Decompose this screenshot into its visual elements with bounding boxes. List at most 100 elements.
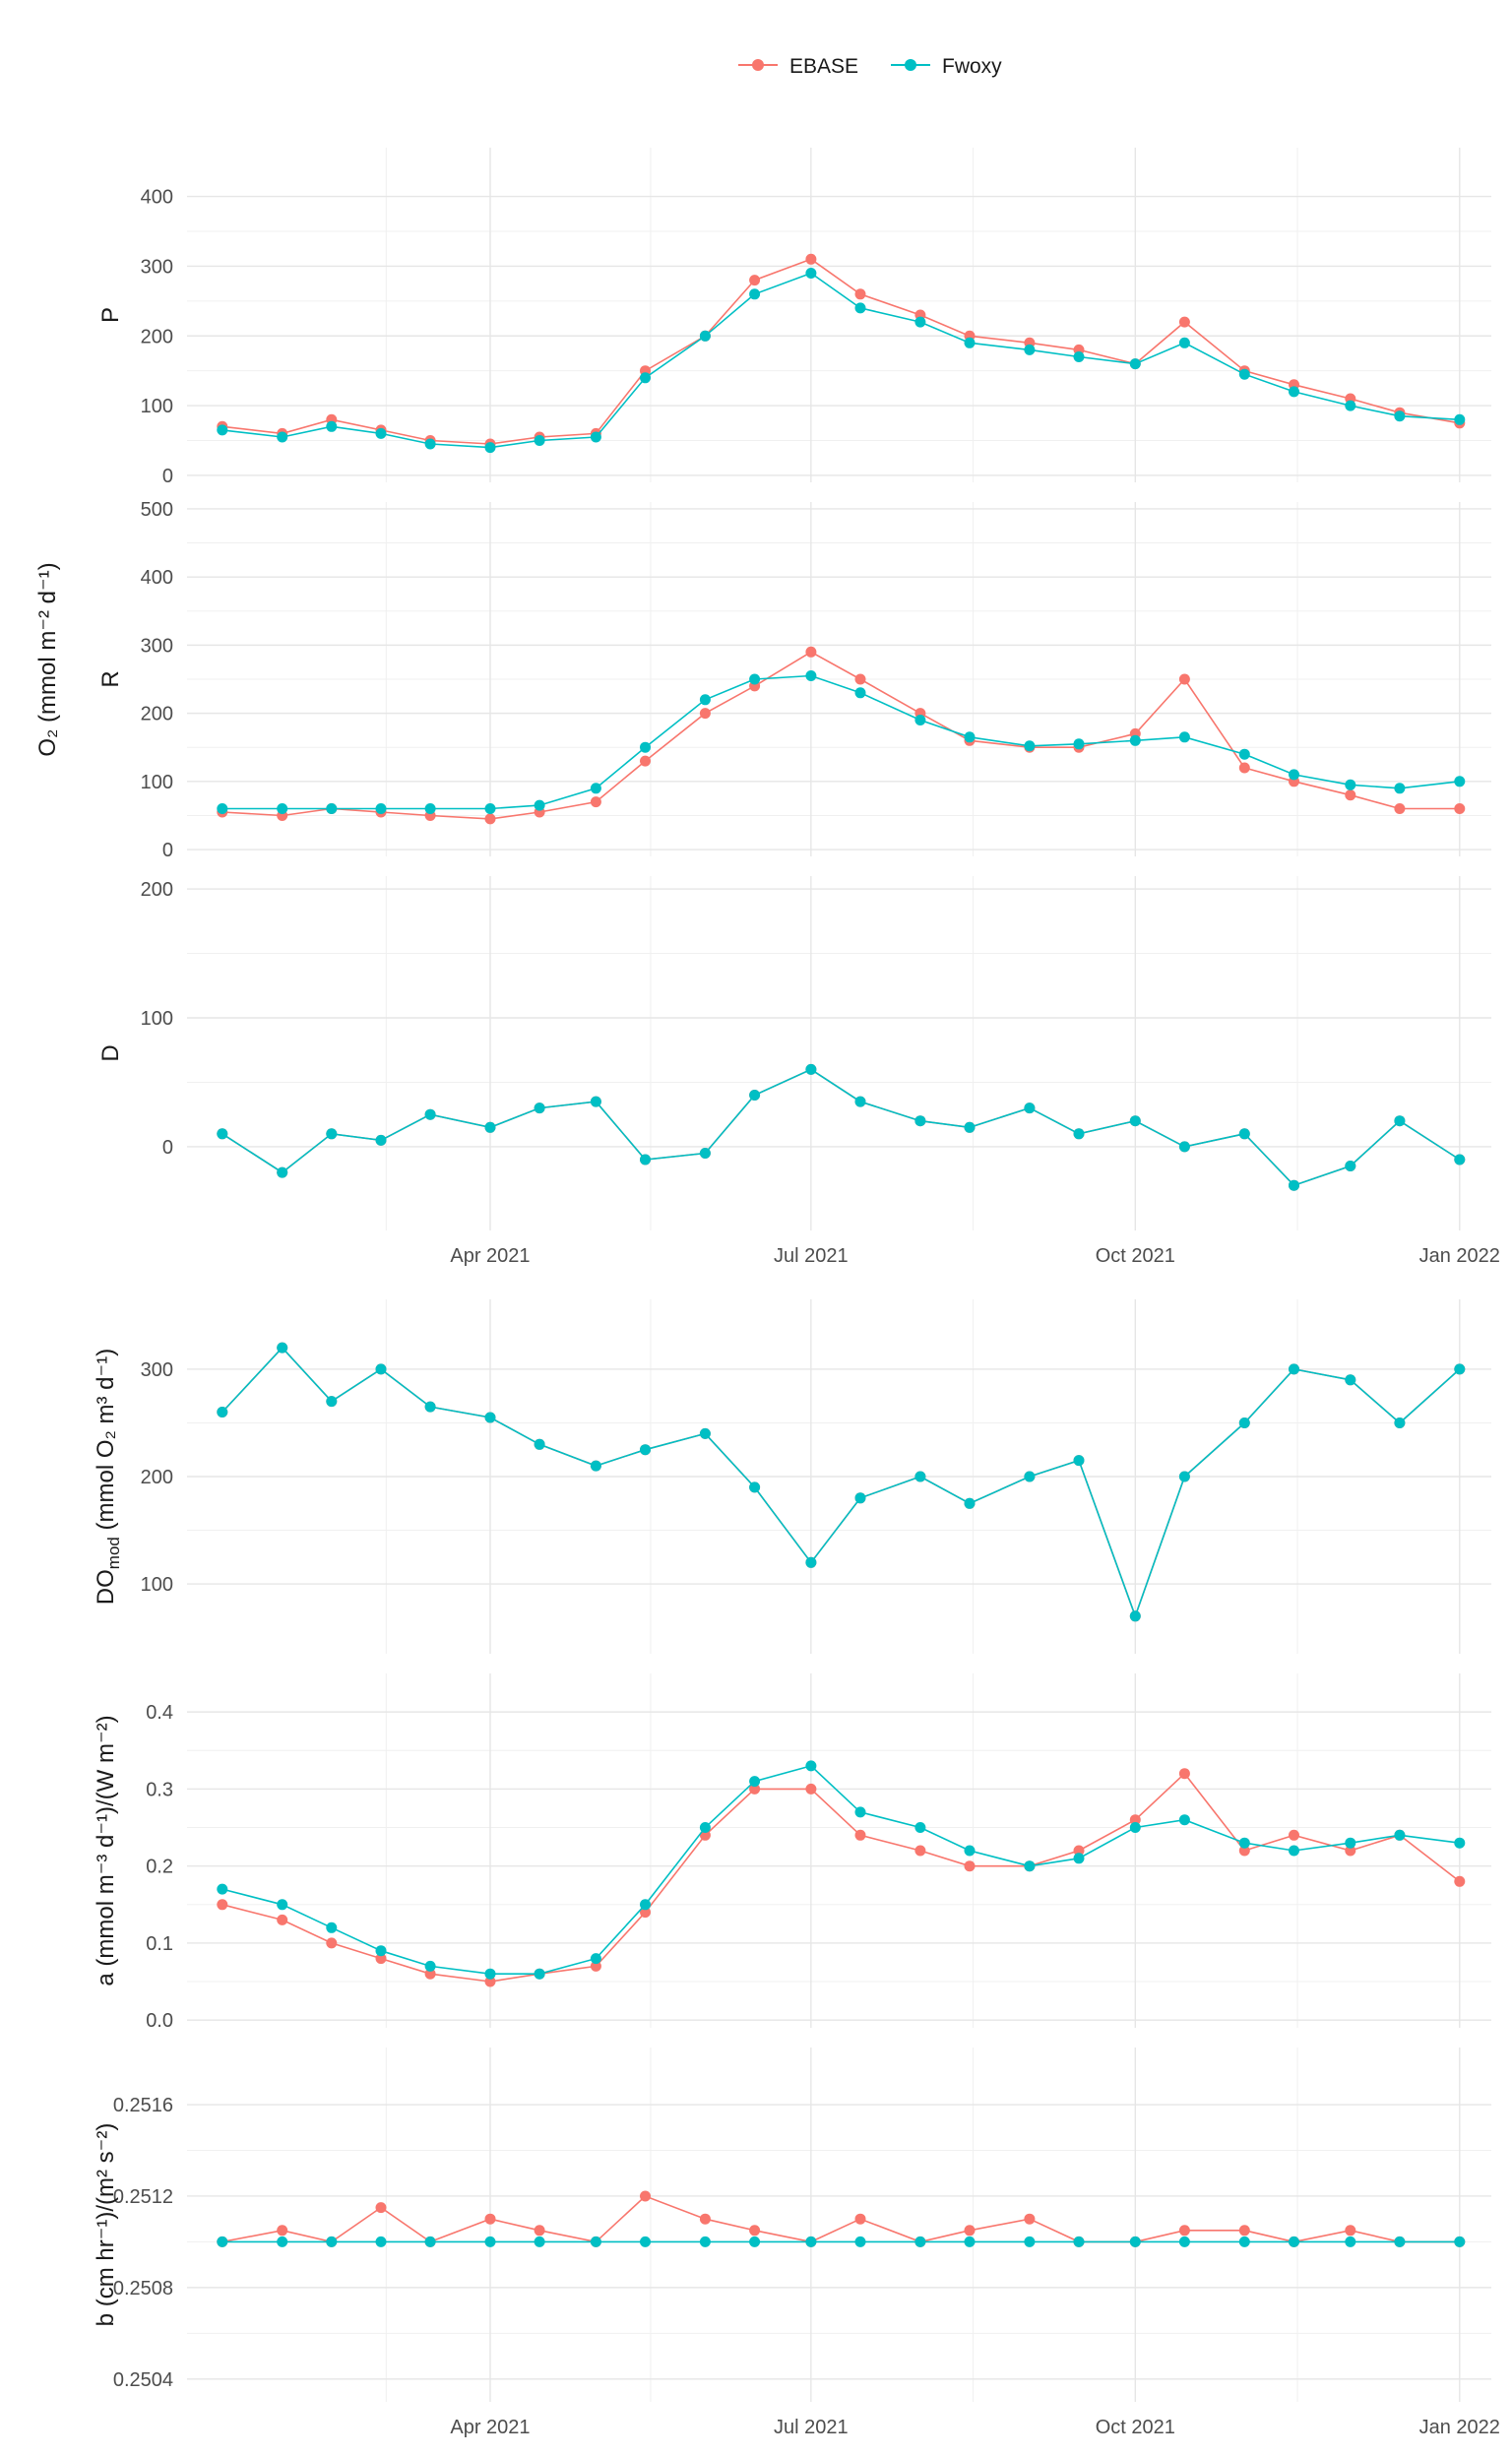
data-point [534, 2225, 545, 2236]
data-point [1238, 762, 1250, 774]
data-point [805, 646, 817, 658]
data-point [1289, 769, 1299, 781]
data-point [749, 288, 761, 300]
series-fwoxy-a [217, 1760, 1466, 1980]
data-point [1073, 1455, 1085, 1467]
series-line [221, 1772, 1461, 1983]
data-point [1238, 1128, 1250, 1140]
data-point [1454, 1154, 1466, 1166]
data-point [1024, 1860, 1036, 1872]
data-point [534, 2236, 545, 2247]
data-point [854, 288, 866, 300]
data-point [1238, 1837, 1250, 1849]
data-point [1238, 2225, 1250, 2236]
data-point [217, 1128, 228, 1140]
data-point [217, 803, 228, 814]
data-point [484, 442, 496, 454]
data-point [805, 1556, 817, 1568]
series-line [221, 1068, 1461, 1187]
legend-label-ebase: EBASE [789, 55, 858, 78]
data-point [1394, 2236, 1406, 2247]
data-point [749, 275, 761, 286]
data-point [484, 803, 496, 814]
data-point [375, 1945, 387, 1957]
data-point [484, 1121, 496, 1133]
data-point [326, 1922, 338, 1933]
data-point [1238, 368, 1250, 380]
panel-D: 0 100 200 Apr 2021 Jul 2021 Oct 2021 Jan 2022 D [97, 876, 1500, 1267]
panels: 0 100 200 300 400 P 0 100 200 300 400 500 R 0 100 200 Ap… [93, 148, 1500, 2438]
y-tick-label: 0 [162, 1137, 173, 1159]
data-point [1345, 789, 1356, 801]
data-point [1394, 1115, 1406, 1127]
data-point [699, 708, 711, 720]
data-point [590, 2236, 601, 2247]
data-point [375, 1953, 387, 1965]
data-point [1024, 740, 1036, 752]
y-tick-label: 0.0 [146, 2010, 173, 2032]
data-point [699, 2213, 711, 2225]
data-point [1024, 344, 1036, 355]
data-point [805, 1760, 817, 1772]
data-point [217, 1407, 228, 1418]
data-point [277, 431, 288, 443]
data-point [375, 1134, 387, 1146]
data-point [217, 1899, 228, 1911]
legend: EBASE Fwoxy [738, 55, 1002, 78]
x-tick-label: Jul 2021 [774, 2417, 849, 2438]
data-point [1178, 1141, 1190, 1153]
series-fwoxy-b [217, 2236, 1466, 2247]
panel-y-label: P [97, 307, 124, 323]
data-point [1394, 410, 1406, 422]
data-point [1073, 738, 1085, 750]
legend-label-fwoxy: Fwoxy [942, 55, 1002, 78]
data-point [375, 2236, 387, 2247]
data-point [484, 1976, 496, 1987]
data-point [1345, 779, 1356, 790]
data-point [749, 2236, 761, 2247]
panel-y-label: R [97, 670, 124, 687]
data-point [375, 1363, 387, 1375]
data-point [640, 1907, 651, 1919]
data-point [590, 1953, 601, 1965]
data-point [1454, 803, 1466, 814]
series-line [221, 651, 1460, 820]
data-point [277, 2236, 288, 2247]
data-point [964, 1497, 976, 1509]
data-point [854, 2236, 866, 2247]
data-point [326, 803, 338, 814]
data-point [854, 1806, 866, 1818]
data-point [277, 2225, 288, 2236]
data-point [1129, 1115, 1141, 1127]
data-point [964, 1860, 976, 1872]
y-tick-label: 400 [141, 567, 173, 589]
data-point [854, 1492, 866, 1504]
data-point [749, 1783, 761, 1795]
data-point [1289, 1363, 1299, 1375]
y-tick-label: 200 [141, 326, 173, 347]
data-point [424, 1960, 436, 1972]
data-point [964, 1845, 976, 1857]
data-point [534, 1968, 545, 1980]
data-point [1454, 1363, 1466, 1375]
panel-a: 0.0 0.1 0.2 0.3 0.4 a (mmol m⁻³ d⁻¹)/(W m⁻²) [93, 1673, 1491, 2032]
data-point [1073, 351, 1085, 362]
x-tick-label: Oct 2021 [1096, 2417, 1175, 2438]
data-point [1345, 400, 1356, 411]
series-fwoxy-DO [217, 1342, 1466, 1622]
data-point [699, 1829, 711, 1841]
legend-marker-ebase [752, 59, 764, 71]
data-point [964, 2236, 976, 2247]
data-point [699, 2236, 711, 2247]
data-point [590, 1960, 601, 1972]
data-point [1394, 1829, 1406, 1841]
data-point [914, 1822, 926, 1833]
data-point [1238, 1418, 1250, 1428]
series-line [221, 258, 1460, 445]
data-point [1024, 2236, 1036, 2247]
data-point [964, 1121, 976, 1133]
data-point [640, 1444, 651, 1456]
data-point [424, 2236, 436, 2247]
data-point [1289, 1845, 1299, 1857]
